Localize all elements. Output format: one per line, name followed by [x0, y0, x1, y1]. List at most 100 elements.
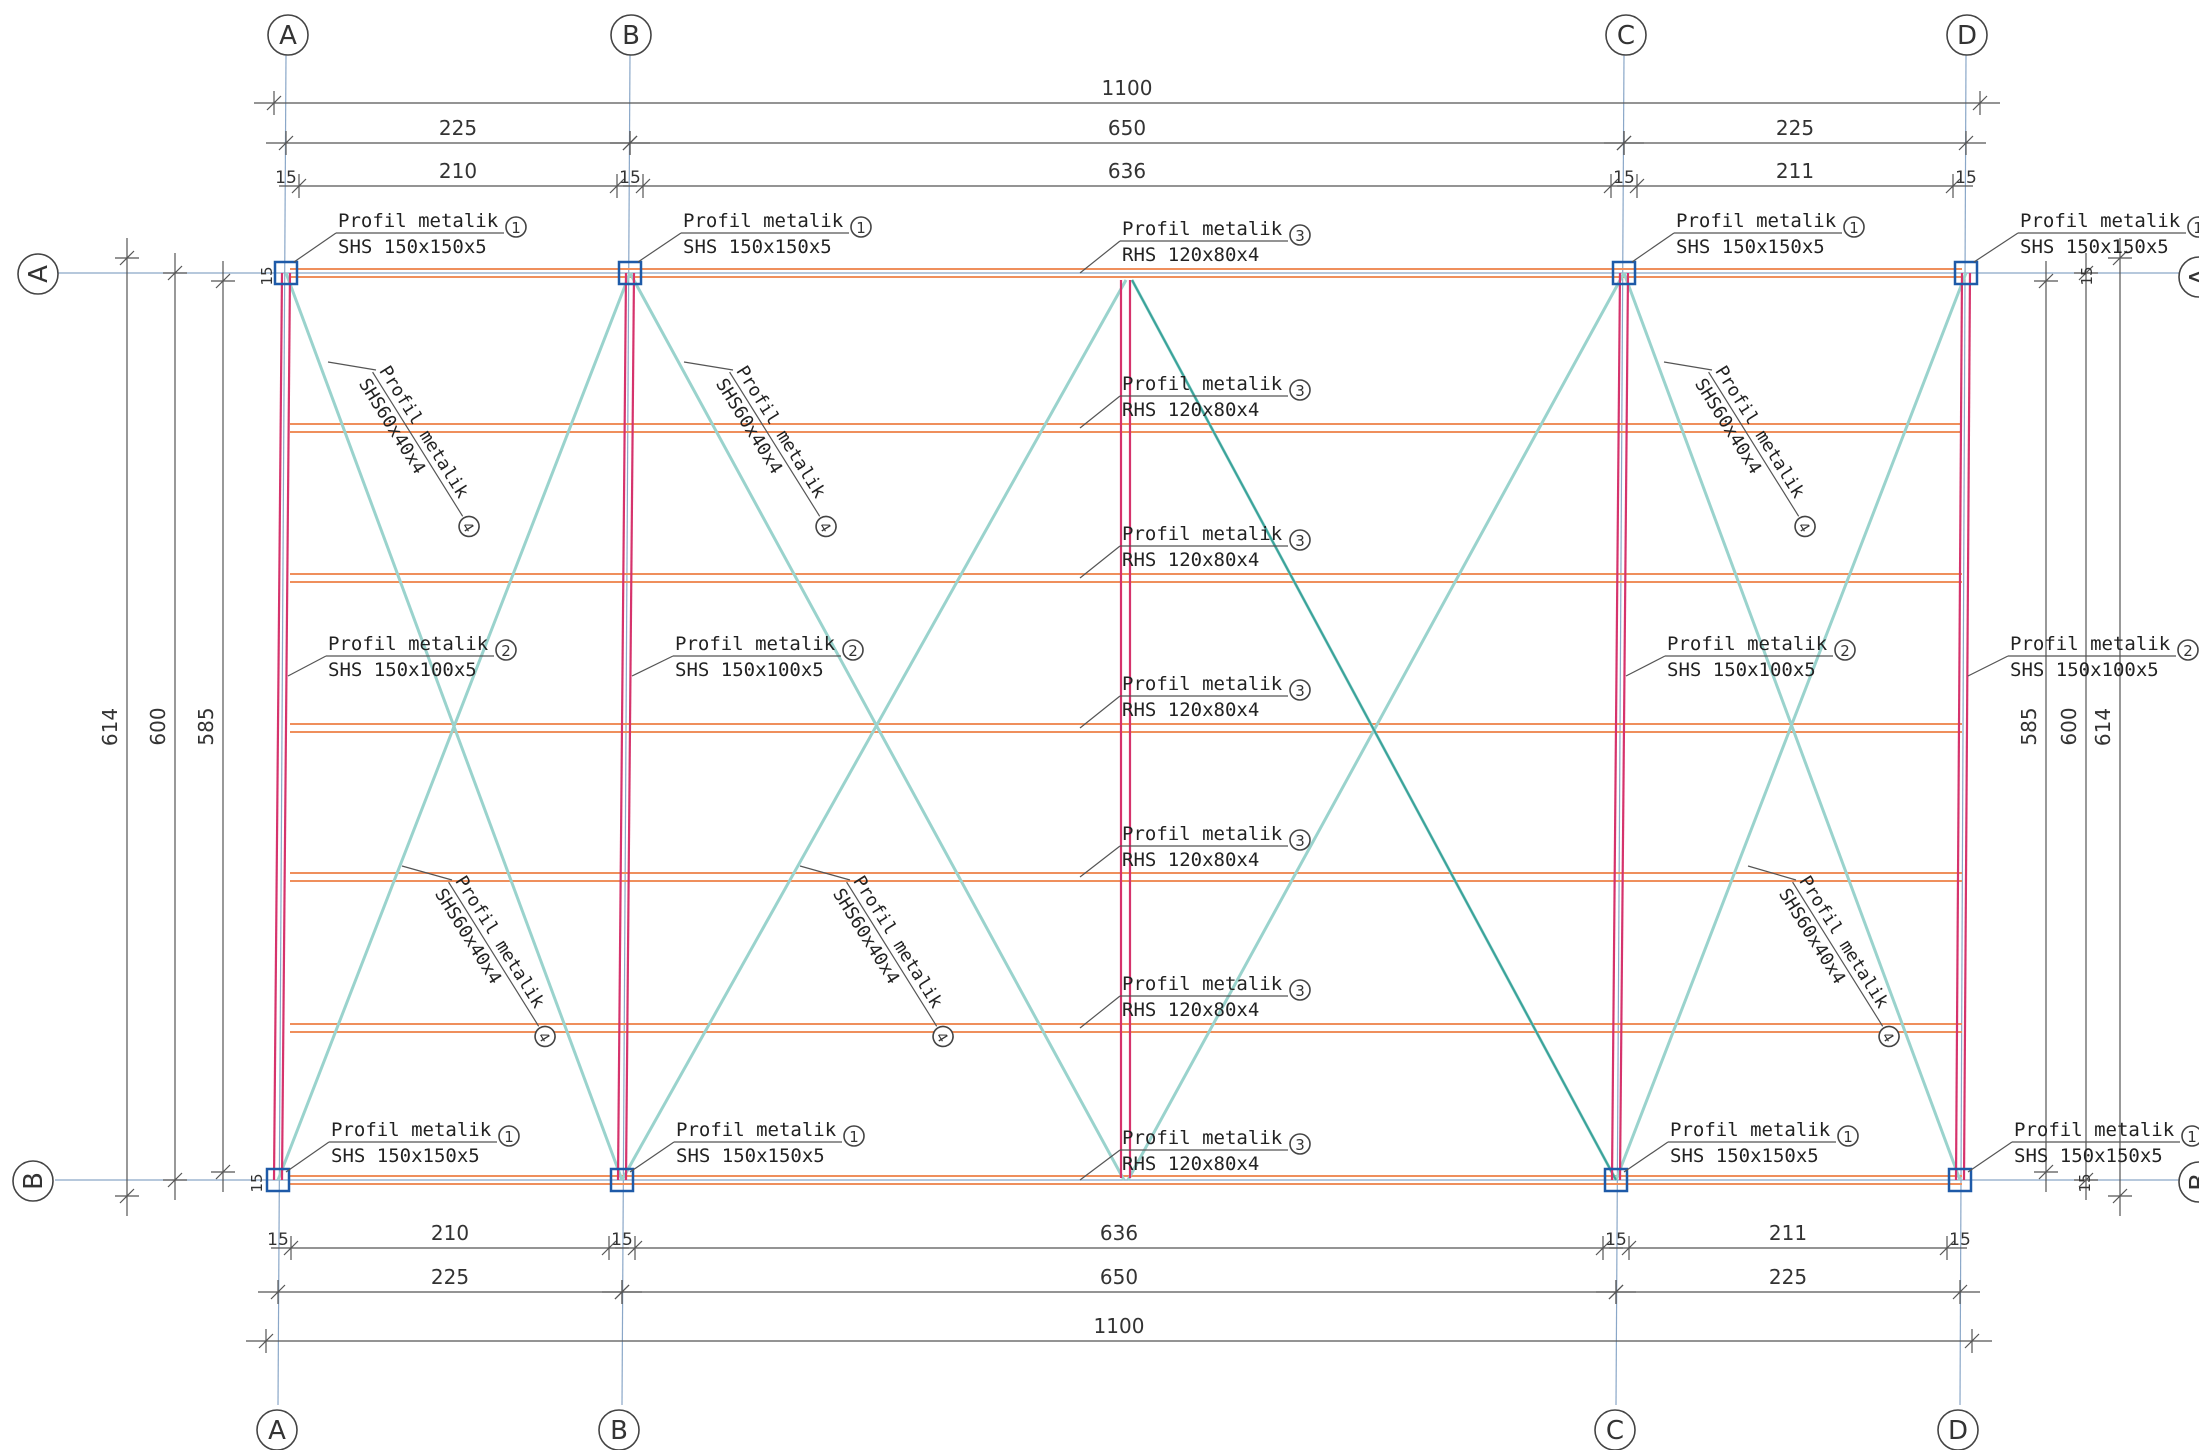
label-brace-A-lower-marker [534, 1025, 556, 1048]
dim-bottom-bay-1-tick-0 [270, 1284, 286, 1300]
label-col-A-top-section: SHS 150x150x5 [338, 236, 487, 258]
label-col-B-leader [631, 655, 674, 677]
grid-bubble-top-B-text: B [622, 21, 640, 51]
grid-bubble-bottom-D-circle [1937, 1409, 1979, 1450]
label-col-C-top-section: SHS 150x150x5 [1676, 236, 1825, 258]
label-col-D-marker [2177, 639, 2199, 661]
label-col-B-bottom-marker-number: 1 [849, 1128, 859, 1146]
dim-bottom-clear-2-tick-1 [1595, 1240, 1611, 1256]
label-beam-3-leader [1079, 545, 1121, 579]
grid-bubble-top-C-circle [1605, 14, 1647, 56]
dim-bottom-overall-text: 1100 [1094, 1314, 1145, 1338]
bracing-member-highlight [1131, 279, 1617, 1181]
label-col-C-bottom-marker [1837, 1125, 1859, 1147]
column-C-right-edge [1618, 272, 1630, 1181]
dim-top-clear-1-tick-1 [609, 178, 625, 194]
dim-left-2-text: 600 [146, 707, 170, 745]
label-col-A-bottom-marker [498, 1125, 520, 1147]
label-brace-B-lower-underline [846, 881, 938, 1027]
dim-right-1-tick-0 [2038, 273, 2054, 289]
grid-bubble-bottom-A-circle [256, 1409, 298, 1450]
label-col-C-bottom-leader [1623, 1141, 1669, 1173]
grid-bubble-right-A-text: A [2185, 268, 2199, 286]
dim-top-overall-tick-0 [266, 95, 282, 111]
nodes-layer [265, 260, 1979, 1193]
dim-top-clear-3-tick-0 [1629, 178, 1645, 194]
label-col-D-bottom-leader [1967, 1141, 2013, 1173]
dim-right-2-tick-1 [2078, 1172, 2094, 1188]
label-col-A-top-marker [505, 216, 527, 238]
dim-bottom-clear-1-text: 210 [431, 1221, 469, 1245]
dim-left-2-tick-0 [167, 265, 183, 281]
label-beam-1-title: Profil metalik [1122, 218, 1283, 240]
label-beam-7-leader [1079, 1149, 1121, 1181]
label-col-B-top-marker [850, 216, 872, 238]
label-col-A-top-marker-number: 1 [511, 219, 521, 237]
dim-bottom-overall-tick-1 [1964, 1333, 1980, 1349]
grid-bubble-left-A-text: A [24, 265, 54, 283]
dim-bottom-bay-3-tick-1 [1952, 1284, 1968, 1300]
label-beam-2-marker-number: 3 [1295, 382, 1305, 400]
dim-right-3-tick-1 [2112, 1188, 2128, 1204]
bracing-member-2 [276, 272, 632, 1181]
dim-right-small-top: 15 [2078, 266, 2096, 285]
label-col-B-bottom-title: Profil metalik [676, 1119, 837, 1141]
label-col-A-bottom-title: Profil metalik [331, 1119, 492, 1141]
label-beam-3-marker [1289, 529, 1311, 551]
label-beam-5-marker-number: 3 [1295, 832, 1305, 850]
label-brace-B-lower-leader [799, 865, 851, 881]
label-col-B-title: Profil metalik [675, 633, 836, 655]
grid-bubble-bottom-B-text: B [610, 1416, 628, 1446]
label-beam-7-marker-number: 3 [1295, 1136, 1305, 1154]
grid-bubble-bottom-C-text: C [1606, 1416, 1624, 1446]
grid-bubble-bottom-D-text: D [1948, 1416, 1968, 1446]
label-col-D-section: SHS 150x100x5 [2010, 659, 2159, 681]
dim-top-clear-2-tick-1 [1603, 178, 1619, 194]
dim-top-bay-1-text: 225 [439, 116, 477, 140]
dim-top-clear-3-tick-1 [1945, 178, 1961, 194]
node-bottom-B [609, 1167, 635, 1193]
label-beam-6-title: Profil metalik [1122, 973, 1283, 995]
label-beam-5-marker [1289, 829, 1311, 851]
dim-bottom-bay-3-text: 225 [1769, 1265, 1807, 1289]
label-col-C-bottom-section: SHS 150x150x5 [1670, 1145, 1819, 1167]
dim-top-small-1: 15 [275, 168, 297, 188]
grid-bubble-left-B-text: B [19, 1172, 49, 1190]
label-beam-6-marker-number: 3 [1295, 982, 1305, 1000]
label-brace-A-lower-leader [401, 865, 453, 881]
label-col-D-marker-number: 2 [2183, 642, 2193, 660]
label-col-C-leader [1625, 655, 1666, 677]
label-brace-C-upper-marker [1794, 515, 1816, 538]
label-beam-4-title: Profil metalik [1122, 673, 1283, 695]
label-col-C-marker-number: 2 [1840, 642, 1850, 660]
grid-bubble-top-A-circle [267, 14, 309, 56]
grid-bubble-bottom-C-circle [1594, 1409, 1636, 1450]
label-brace-A-lower-underline [448, 881, 540, 1027]
label-col-D-top-title: Profil metalik [2020, 210, 2181, 232]
dim-top-clear-3-text: 211 [1776, 159, 1814, 183]
label-col-D-bottom-section: SHS 150x150x5 [2014, 1145, 2163, 1167]
dim-top-small-4: 15 [1955, 168, 1977, 188]
label-beam-6-marker [1289, 979, 1311, 1001]
label-beam-2-section: RHS 120x80x4 [1122, 399, 1259, 421]
label-col-B-marker [842, 639, 864, 661]
label-col-B-top-title: Profil metalik [683, 210, 844, 232]
label-col-A-bottom-leader [285, 1141, 330, 1173]
dim-bottom-bay-3-tick-0 [1608, 1284, 1624, 1300]
dim-right-1-text: 585 [2017, 707, 2041, 745]
grid-bubble-top-B-circle [610, 14, 652, 56]
label-beam-4-marker [1289, 679, 1311, 701]
dim-left-3-tick-0 [215, 273, 231, 289]
label-col-C-top-leader [1631, 232, 1675, 263]
grid-bubble-top-D-circle [1946, 14, 1988, 56]
label-beam-1-leader [1079, 240, 1121, 274]
label-col-A-top-leader [293, 232, 337, 263]
label-brace-A-upper-leader [327, 361, 377, 371]
dim-top-clear-2-text: 636 [1108, 159, 1146, 183]
label-col-B-section: SHS 150x100x5 [675, 659, 824, 681]
dim-top-bay-2-text: 650 [1108, 116, 1146, 140]
